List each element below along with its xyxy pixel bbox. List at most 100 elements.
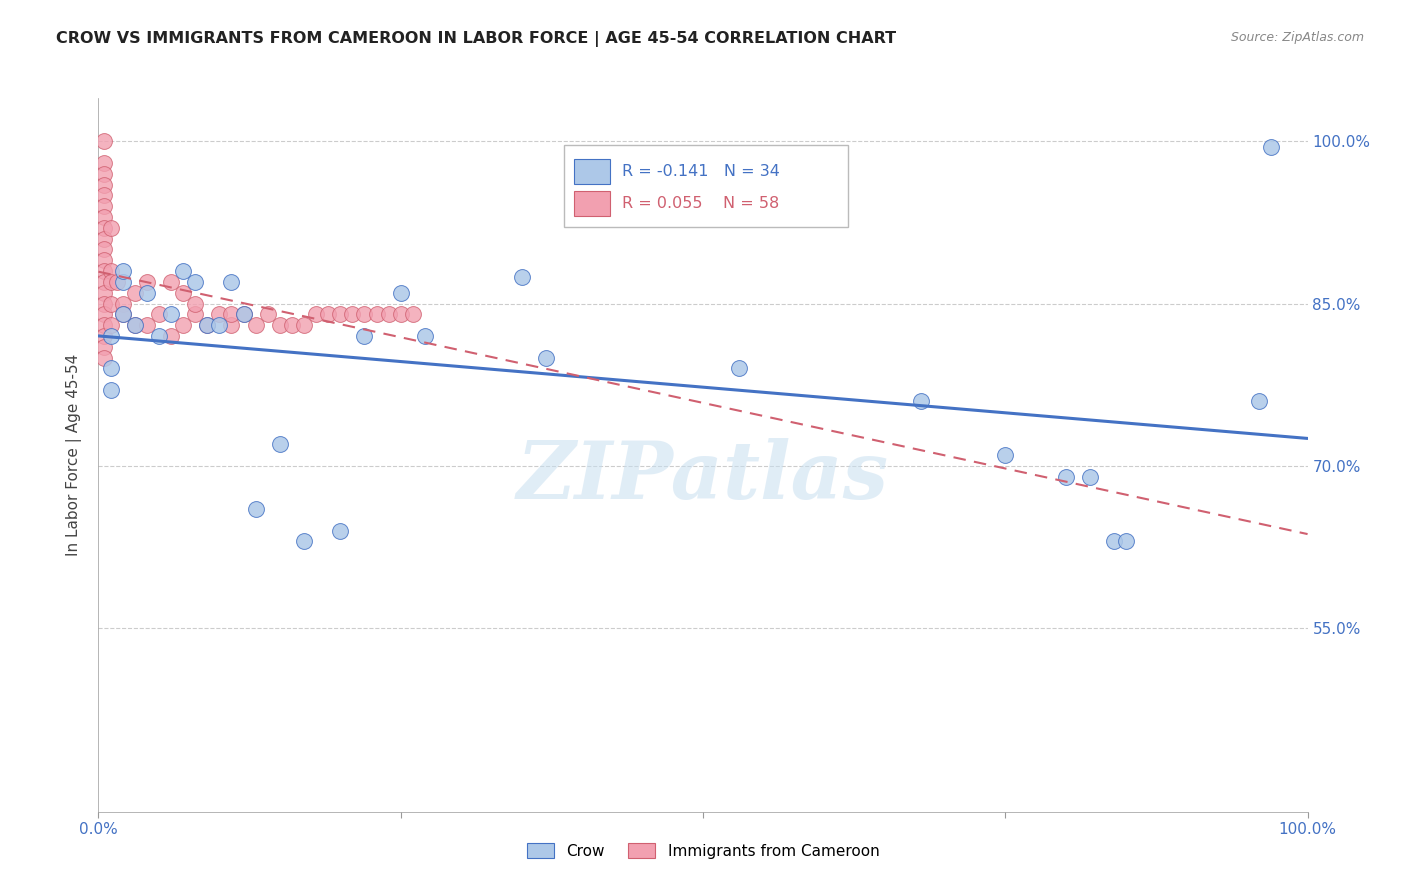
Point bbox=[93, 199, 115, 213]
Point bbox=[208, 307, 231, 321]
Point bbox=[135, 285, 157, 300]
Point bbox=[232, 307, 254, 321]
Point bbox=[100, 296, 122, 310]
Point bbox=[93, 340, 115, 354]
Point bbox=[329, 524, 352, 538]
Point bbox=[160, 307, 183, 321]
Y-axis label: In Labor Force | Age 45-54: In Labor Force | Age 45-54 bbox=[66, 354, 83, 556]
Point bbox=[316, 307, 339, 321]
Point bbox=[100, 318, 122, 333]
Point bbox=[93, 210, 115, 224]
Point bbox=[305, 307, 328, 321]
Point bbox=[93, 318, 115, 333]
Point bbox=[105, 275, 128, 289]
Point bbox=[93, 167, 115, 181]
Point bbox=[221, 275, 243, 289]
Point bbox=[172, 264, 194, 278]
Point bbox=[728, 361, 751, 376]
Point bbox=[148, 307, 170, 321]
Point bbox=[93, 285, 115, 300]
Point bbox=[93, 351, 115, 365]
Point bbox=[100, 264, 122, 278]
Point bbox=[281, 318, 304, 333]
Point bbox=[93, 232, 115, 246]
Point bbox=[342, 307, 364, 321]
Point bbox=[111, 296, 134, 310]
Point bbox=[93, 243, 115, 257]
Point bbox=[195, 318, 218, 333]
Point bbox=[402, 307, 425, 321]
Point bbox=[93, 156, 115, 170]
Point bbox=[353, 307, 375, 321]
Point bbox=[1260, 140, 1282, 154]
Point bbox=[93, 220, 115, 235]
Point bbox=[160, 329, 183, 343]
Text: Source: ZipAtlas.com: Source: ZipAtlas.com bbox=[1230, 31, 1364, 45]
Point bbox=[1102, 534, 1125, 549]
Point bbox=[100, 383, 122, 397]
Point bbox=[221, 307, 243, 321]
Point bbox=[269, 318, 291, 333]
Point bbox=[148, 329, 170, 343]
Point bbox=[184, 275, 207, 289]
Point bbox=[413, 329, 436, 343]
Point bbox=[160, 275, 183, 289]
Point bbox=[100, 361, 122, 376]
Point bbox=[256, 307, 278, 321]
FancyBboxPatch shape bbox=[564, 145, 848, 227]
Point bbox=[292, 318, 315, 333]
Point bbox=[389, 307, 412, 321]
Point bbox=[100, 220, 122, 235]
Point bbox=[124, 318, 146, 333]
Point bbox=[100, 329, 122, 343]
Point bbox=[208, 318, 231, 333]
Point bbox=[994, 448, 1017, 462]
Point bbox=[93, 264, 115, 278]
Text: R = -0.141   N = 34: R = -0.141 N = 34 bbox=[621, 164, 780, 179]
Point bbox=[377, 307, 399, 321]
Text: R = 0.055    N = 58: R = 0.055 N = 58 bbox=[621, 196, 779, 211]
FancyBboxPatch shape bbox=[574, 191, 610, 216]
Point bbox=[292, 534, 315, 549]
Point bbox=[1249, 393, 1271, 408]
Point bbox=[100, 275, 122, 289]
Point bbox=[510, 269, 533, 284]
Legend: Crow, Immigrants from Cameroon: Crow, Immigrants from Cameroon bbox=[520, 837, 886, 864]
Point bbox=[329, 307, 352, 321]
Point bbox=[172, 318, 194, 333]
Point bbox=[172, 285, 194, 300]
Point bbox=[135, 275, 157, 289]
Point bbox=[1054, 469, 1077, 483]
Point bbox=[93, 275, 115, 289]
Point bbox=[221, 318, 243, 333]
Point bbox=[111, 307, 134, 321]
Point bbox=[245, 502, 267, 516]
Point bbox=[93, 188, 115, 202]
Point bbox=[93, 329, 115, 343]
Point bbox=[1078, 469, 1101, 483]
Point bbox=[135, 318, 157, 333]
Point bbox=[389, 285, 412, 300]
Point bbox=[111, 264, 134, 278]
Point bbox=[1115, 534, 1137, 549]
Text: CROW VS IMMIGRANTS FROM CAMEROON IN LABOR FORCE | AGE 45-54 CORRELATION CHART: CROW VS IMMIGRANTS FROM CAMEROON IN LABO… bbox=[56, 31, 897, 47]
Point bbox=[195, 318, 218, 333]
Point bbox=[93, 178, 115, 192]
FancyBboxPatch shape bbox=[574, 159, 610, 184]
Point bbox=[93, 134, 115, 148]
Point bbox=[93, 307, 115, 321]
Point bbox=[245, 318, 267, 333]
Point bbox=[232, 307, 254, 321]
Point bbox=[184, 296, 207, 310]
Point bbox=[184, 307, 207, 321]
Point bbox=[534, 351, 557, 365]
Point bbox=[111, 307, 134, 321]
Point bbox=[111, 275, 134, 289]
Point bbox=[269, 437, 291, 451]
Point bbox=[124, 285, 146, 300]
Point bbox=[366, 307, 388, 321]
Point bbox=[910, 393, 932, 408]
Point bbox=[124, 318, 146, 333]
Point bbox=[353, 329, 375, 343]
Text: ZIPatlas: ZIPatlas bbox=[517, 438, 889, 515]
